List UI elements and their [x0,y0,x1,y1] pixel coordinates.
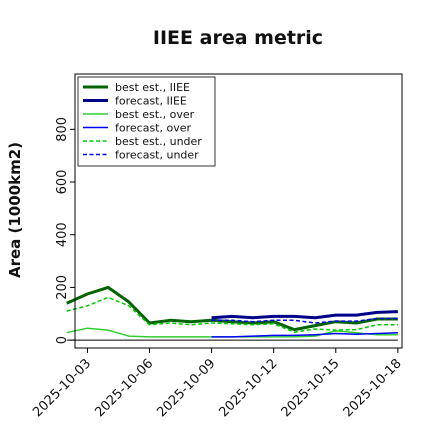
x-tick-label: 2025-10-06 [92,356,156,420]
series-line-4 [66,296,398,333]
y-tick-label: 0 [55,336,70,344]
series-line-0 [66,285,398,332]
y-tick-label: 600 [55,170,70,195]
x-tick-label: 2025-10-18 [341,356,405,420]
legend-entry: best est., IIEE [115,81,190,94]
legend-entry: best est., over [115,108,195,121]
legend-entry: forecast, under [115,149,199,162]
y-axis-label: Area (1000km2) [6,142,24,278]
legend-entry: forecast, over [115,122,191,135]
legend-entry: forecast, IIEE [115,95,187,108]
legend-box [77,76,216,167]
x-tick-label: 2025-10-15 [279,356,343,420]
chart-title: IIEE area metric [153,27,323,49]
plot-frame [74,73,403,349]
x-tick-label: 2025-10-03 [30,356,94,420]
series-line-5 [211,317,398,324]
series-line-1 [211,310,398,320]
x-tick-label: 2025-10-12 [216,356,280,420]
legend-entry: best est., under [115,135,202,148]
series-layer [66,285,398,341]
x-tick-label: 2025-10-09 [154,356,218,420]
series-line-3 [211,331,398,338]
y-tick-label: 400 [55,222,70,247]
y-tick-label: 800 [55,117,70,142]
y-tick-label: 200 [55,275,70,300]
